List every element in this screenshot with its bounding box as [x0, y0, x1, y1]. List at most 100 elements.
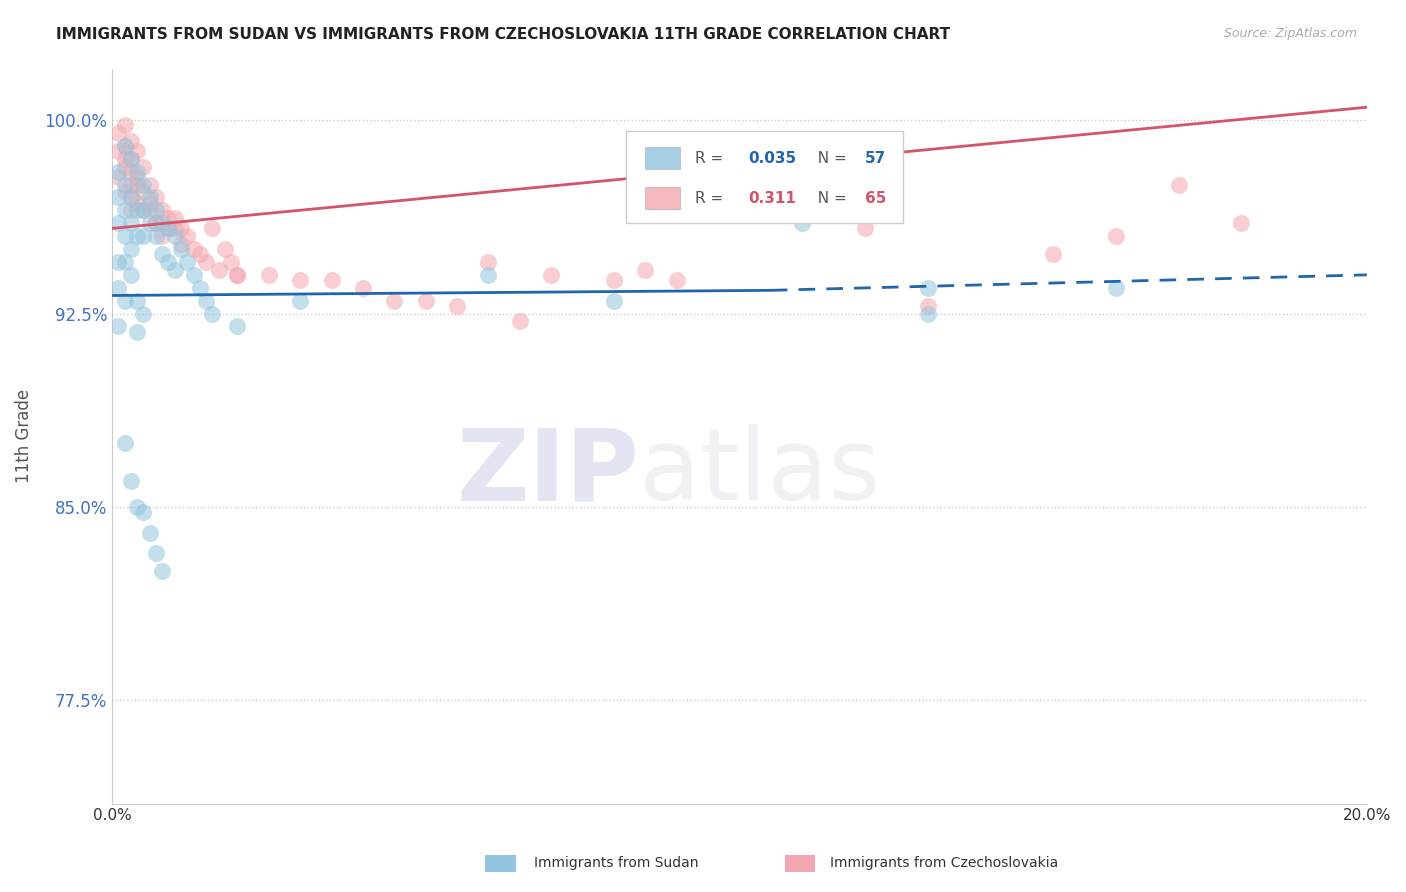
Point: [138, 190, 160, 204]
Point: [120, 203, 142, 218]
Point: [125, 293, 148, 308]
Point: [226, 319, 249, 334]
Point: [145, 216, 167, 230]
Point: [114, 178, 136, 192]
Point: [382, 293, 405, 308]
Point: [603, 293, 626, 308]
Text: N =: N =: [808, 151, 852, 166]
Point: [138, 195, 160, 210]
Point: [634, 262, 657, 277]
Point: [917, 299, 939, 313]
Point: [125, 325, 148, 339]
Point: [157, 221, 180, 235]
Point: [917, 281, 939, 295]
Text: 57: 57: [865, 151, 886, 166]
Point: [540, 268, 562, 282]
Point: [603, 273, 626, 287]
Point: [150, 247, 173, 261]
Point: [226, 268, 249, 282]
Point: [208, 262, 231, 277]
Point: [1042, 247, 1064, 261]
Point: [201, 307, 224, 321]
Point: [1167, 178, 1189, 192]
Point: [120, 164, 142, 178]
Point: [219, 255, 242, 269]
Point: [120, 268, 142, 282]
Point: [125, 169, 148, 184]
Point: [163, 229, 186, 244]
Point: [132, 505, 155, 519]
Point: [188, 281, 211, 295]
Point: [125, 164, 148, 178]
Point: [125, 195, 148, 210]
Point: [107, 190, 129, 204]
FancyBboxPatch shape: [645, 147, 681, 169]
Point: [170, 242, 193, 256]
Point: [120, 152, 142, 166]
Point: [157, 221, 180, 235]
Point: [477, 255, 499, 269]
Text: R =: R =: [696, 151, 734, 166]
Point: [183, 268, 205, 282]
Point: [125, 144, 148, 158]
Point: [132, 178, 155, 192]
Y-axis label: 11th Grade: 11th Grade: [15, 389, 32, 483]
Point: [290, 293, 312, 308]
Point: [145, 190, 167, 204]
Point: [477, 268, 499, 282]
Point: [114, 203, 136, 218]
Point: [125, 500, 148, 514]
Point: [150, 229, 173, 244]
Point: [853, 221, 876, 235]
Point: [415, 293, 437, 308]
Point: [132, 160, 155, 174]
Point: [114, 186, 136, 200]
Text: Immigrants from Sudan: Immigrants from Sudan: [534, 856, 699, 870]
Text: 0.311: 0.311: [748, 191, 796, 205]
Text: R =: R =: [696, 191, 734, 205]
Point: [201, 221, 224, 235]
Point: [183, 242, 205, 256]
Point: [352, 281, 374, 295]
Point: [114, 152, 136, 166]
Point: [114, 118, 136, 132]
Point: [1230, 216, 1253, 230]
Point: [132, 203, 155, 218]
Point: [138, 525, 160, 540]
Point: [132, 307, 155, 321]
Point: [321, 273, 343, 287]
Point: [120, 216, 142, 230]
FancyBboxPatch shape: [645, 187, 681, 209]
Point: [125, 203, 148, 218]
Point: [163, 221, 186, 235]
Point: [170, 221, 193, 235]
Point: [145, 546, 167, 560]
Point: [120, 178, 142, 192]
Point: [145, 229, 167, 244]
Point: [120, 242, 142, 256]
Point: [150, 203, 173, 218]
Point: [290, 273, 312, 287]
Point: [150, 565, 173, 579]
Point: [509, 314, 531, 328]
Point: [132, 203, 155, 218]
Point: [214, 242, 236, 256]
Point: [665, 273, 688, 287]
Text: 0.035: 0.035: [748, 151, 796, 166]
Point: [446, 299, 468, 313]
Point: [107, 255, 129, 269]
Point: [114, 139, 136, 153]
Point: [107, 164, 129, 178]
Text: Source: ZipAtlas.com: Source: ZipAtlas.com: [1223, 27, 1357, 40]
Point: [138, 203, 160, 218]
Point: [107, 216, 129, 230]
Point: [195, 293, 218, 308]
Point: [107, 126, 129, 140]
Point: [125, 229, 148, 244]
Point: [792, 203, 814, 218]
Point: [163, 211, 186, 226]
Point: [114, 139, 136, 153]
Point: [114, 160, 136, 174]
FancyBboxPatch shape: [627, 131, 903, 223]
Point: [120, 190, 142, 204]
